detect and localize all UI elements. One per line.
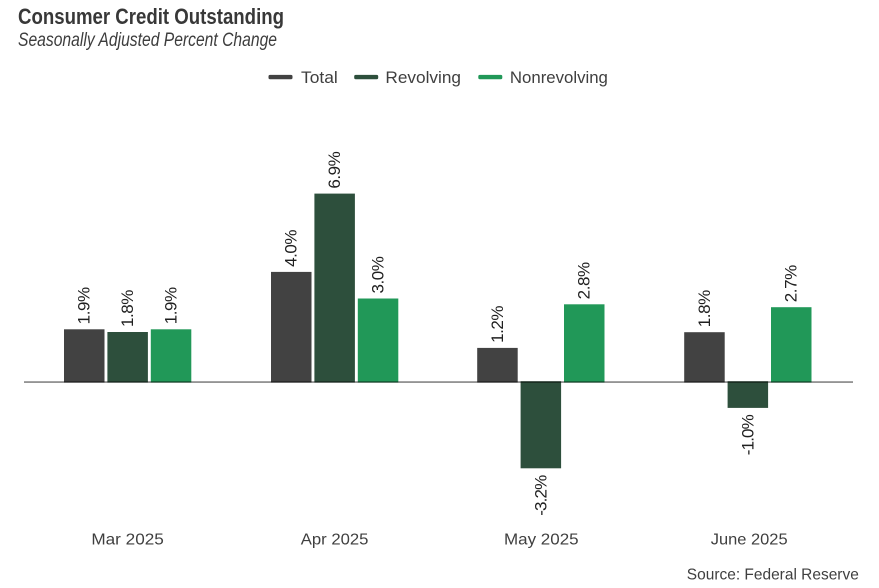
svg-text:Revolving: Revolving [385,68,461,87]
svg-text:1.9%: 1.9% [75,287,94,324]
svg-text:3.0%: 3.0% [369,256,388,293]
svg-text:2.8%: 2.8% [575,262,594,299]
svg-text:Mar 2025: Mar 2025 [91,532,164,549]
svg-text:4.0%: 4.0% [282,230,301,267]
svg-text:Apr 2025: Apr 2025 [301,532,369,549]
svg-text:Total: Total [301,68,338,87]
svg-text:-1.0%: -1.0% [738,414,757,455]
svg-text:Seasonally Adjusted Percent Ch: Seasonally Adjusted Percent Change [18,30,277,51]
svg-text:1.2%: 1.2% [488,306,507,343]
svg-text:Nonrevolving: Nonrevolving [510,68,608,87]
svg-text:Consumer Credit Outstanding: Consumer Credit Outstanding [18,4,284,29]
svg-text:1.8%: 1.8% [695,290,714,327]
svg-text:Source: Federal Reserve: Source: Federal Reserve [687,566,859,583]
svg-text:-3.2%: -3.2% [531,475,550,516]
svg-text:6.9%: 6.9% [325,151,344,188]
svg-text:May 2025: May 2025 [504,532,579,549]
svg-text:2.7%: 2.7% [782,265,801,302]
svg-text:June 2025: June 2025 [711,532,788,549]
svg-text:1.9%: 1.9% [162,287,181,324]
svg-text:1.8%: 1.8% [118,290,137,327]
